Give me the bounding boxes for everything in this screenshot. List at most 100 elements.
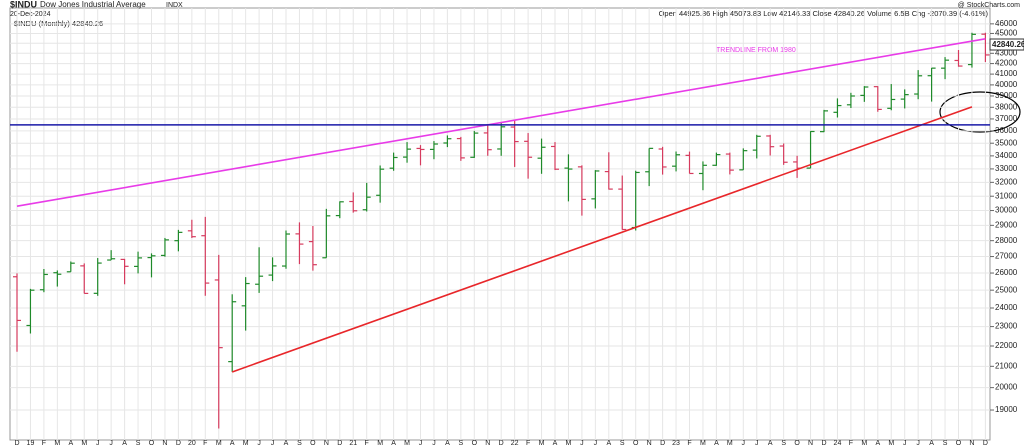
x-tick-label: F xyxy=(526,440,530,446)
x-tick-label: 20 xyxy=(188,440,196,446)
x-tick-label: A xyxy=(230,440,235,446)
y-tick-label: 31000 xyxy=(995,191,1018,200)
x-tick-label: M xyxy=(700,440,706,446)
y-tick-label: 23000 xyxy=(995,322,1018,331)
x-tick-label: S xyxy=(620,440,625,446)
exchange: INDX xyxy=(166,2,183,9)
y-tick-label: 21000 xyxy=(995,361,1018,370)
y-tick-label: 38000 xyxy=(995,102,1018,111)
x-tick-label: S xyxy=(781,440,786,446)
x-tick-label: M xyxy=(377,440,383,446)
x-tick-label: J xyxy=(580,440,584,446)
y-tick-label: 43000 xyxy=(995,48,1018,57)
last-price: 42840.26 xyxy=(992,40,1024,49)
x-tick-label: S xyxy=(459,440,464,446)
x-tick-label: M xyxy=(81,440,87,446)
x-tick-label: J xyxy=(903,440,907,446)
x-tick-label: S xyxy=(297,440,302,446)
x-tick-label: J xyxy=(96,440,100,446)
y-tick-label: 20000 xyxy=(995,383,1018,392)
x-tick-label: M xyxy=(216,440,222,446)
x-tick-label: F xyxy=(365,440,369,446)
x-tick-label: N xyxy=(485,440,490,446)
y-tick-label: 33000 xyxy=(995,164,1018,173)
x-tick-label: D xyxy=(176,440,181,446)
x-tick-label: J xyxy=(419,440,423,446)
y-tick-label: 46000 xyxy=(995,19,1018,28)
x-tick-label: M xyxy=(243,440,249,446)
x-tick-label: A xyxy=(284,440,289,446)
bars xyxy=(10,32,990,429)
x-tick-label: D xyxy=(821,440,826,446)
source: @ StockCharts.com xyxy=(958,2,1021,9)
x-tick-label: F xyxy=(203,440,207,446)
x-tick-label: S xyxy=(136,440,141,446)
x-tick-label: 24 xyxy=(834,440,842,446)
y-tick-label: 24000 xyxy=(995,303,1018,312)
x-tick-label: 23 xyxy=(672,440,680,446)
x-tick-label: D xyxy=(499,440,504,446)
x-tick-label: M xyxy=(404,440,410,446)
x-tick-label: A xyxy=(714,440,719,446)
y-tick-label: 37000 xyxy=(995,114,1018,123)
x-tick-label: M xyxy=(539,440,545,446)
y-tick-label: 32000 xyxy=(995,177,1018,186)
x-tick-label: N xyxy=(808,440,813,446)
y-tick-label: 27000 xyxy=(995,252,1018,261)
y-tick-label: 22000 xyxy=(995,341,1018,350)
annotation: TRENDLINE FROM 1980 xyxy=(716,47,796,54)
x-tick-label: A xyxy=(606,440,611,446)
x-tick-label: A xyxy=(391,440,396,446)
x-tick-label: F xyxy=(849,440,853,446)
y-tick-label: 45000 xyxy=(995,29,1018,38)
x-tick-label: J xyxy=(594,440,598,446)
x-tick-label: M xyxy=(54,440,60,446)
y-tick-label: 35000 xyxy=(995,138,1018,147)
x-tick-label: N xyxy=(647,440,652,446)
x-tick-label: N xyxy=(162,440,167,446)
x-tick-label: A xyxy=(929,440,934,446)
y-tick-label: 42000 xyxy=(995,59,1018,68)
x-tick-label: 19 xyxy=(27,440,35,446)
y-tick-label: 19000 xyxy=(995,405,1018,414)
x-tick-label: M xyxy=(861,440,867,446)
x-tick-label: S xyxy=(943,440,948,446)
x-tick-label: O xyxy=(633,440,639,446)
name: Dow Jones Industrial Average xyxy=(40,0,146,9)
y-tick-label: 30000 xyxy=(995,206,1018,215)
x-tick-label: O xyxy=(794,440,800,446)
x-tick-label: F xyxy=(687,440,691,446)
last-box xyxy=(989,38,1024,51)
y-tick-label: 29000 xyxy=(995,220,1018,229)
y-tick-label: 25000 xyxy=(995,285,1018,294)
x-tick-label: O xyxy=(472,440,478,446)
trendline xyxy=(16,38,986,207)
circle-annotation xyxy=(939,91,1021,133)
y-tick-label: 36000 xyxy=(995,126,1018,135)
x-tick-label: D xyxy=(337,440,342,446)
x-tick-label: A xyxy=(122,440,127,446)
x-tick-label: A xyxy=(875,440,880,446)
x-tick-label: O xyxy=(956,440,962,446)
x-tick-label: M xyxy=(888,440,894,446)
y-tick-label: 28000 xyxy=(995,236,1018,245)
x-tick-label: D xyxy=(983,440,988,446)
x-tick-label: 22 xyxy=(511,440,519,446)
y-tick-label: 41000 xyxy=(995,69,1018,78)
x-tick-label: M xyxy=(727,440,733,446)
x-tick-label: J xyxy=(109,440,113,446)
x-tick-label: A xyxy=(768,440,773,446)
x-tick-label: 21 xyxy=(349,440,357,446)
x-tick-label: N xyxy=(324,440,329,446)
x-tick-label: O xyxy=(149,440,155,446)
x-tick-label: A xyxy=(553,440,558,446)
x-tick-label: J xyxy=(916,440,920,446)
x-tick-label: D xyxy=(14,440,19,446)
y-tick-label: 34000 xyxy=(995,151,1018,160)
x-tick-label: J xyxy=(742,440,746,446)
x-tick-label: J xyxy=(271,440,275,446)
y-tick-label: 39000 xyxy=(995,91,1018,100)
trendline xyxy=(231,106,973,373)
x-tick-label: D xyxy=(660,440,665,446)
x-tick-label: J xyxy=(755,440,759,446)
